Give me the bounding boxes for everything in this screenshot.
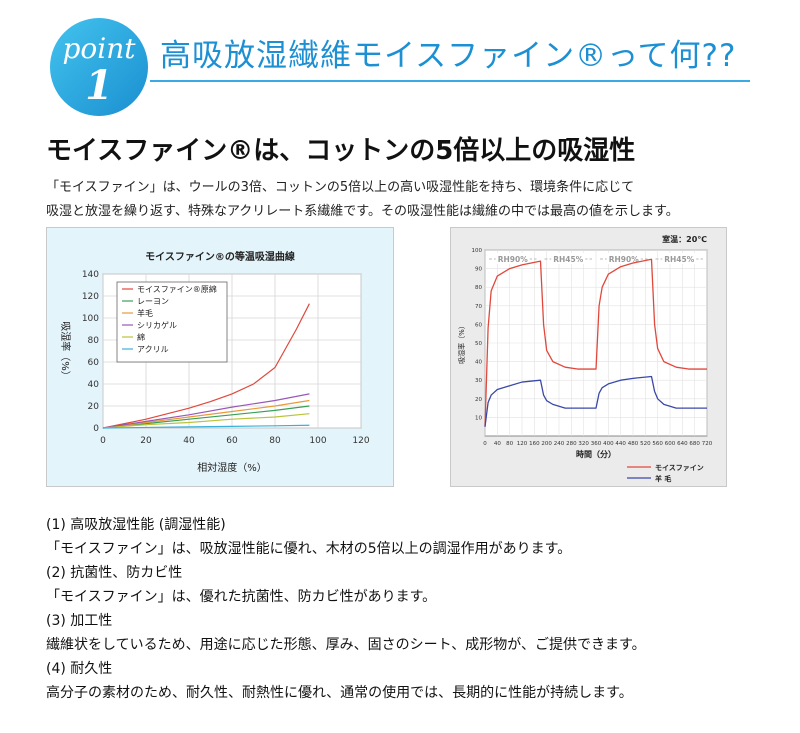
badge-word: point <box>62 32 136 65</box>
y-tick-label: 10 <box>475 415 482 421</box>
x-axis-label: 相対湿度（%） <box>197 461 267 474</box>
legend-label: 綿 <box>137 332 145 342</box>
x-tick-label: 320 <box>578 441 589 447</box>
page-title: 高吸放湿繊維モイスファイン®って何?? <box>160 38 737 74</box>
x-tick-label: 400 <box>603 441 614 447</box>
feature-2-heading: (2) 抗菌性、防カビ性 <box>46 565 183 581</box>
feature-3-body: 繊維状をしているため、用途に応じた形態、厚み、固さのシート、成形物が、ご提供でき… <box>46 637 646 653</box>
phase-label: RH45% <box>664 255 694 264</box>
y-tick-label: 80 <box>475 285 482 291</box>
x-tick-label: 160 <box>529 441 540 447</box>
y-tick-label: 20 <box>88 402 100 412</box>
feature-3-heading: (3) 加工性 <box>46 613 113 629</box>
y-tick-label: 60 <box>88 358 100 368</box>
series-line <box>484 375 707 427</box>
x-tick-label: 20 <box>140 436 152 446</box>
x-tick-label: 0 <box>100 436 106 446</box>
legend-label: 羊 毛 <box>655 474 671 483</box>
feature-4-body: 高分子の素材のため、耐久性、耐熱性に優れ、通常の使用では、長期的に性能が持続しま… <box>46 685 633 701</box>
series-line <box>102 424 310 429</box>
x-tick-label: 240 <box>554 441 565 447</box>
legend-label: レーヨン <box>137 297 169 306</box>
x-tick-label: 640 <box>677 441 688 447</box>
feature-1-heading: (1) 高吸放湿性能 (調湿性能) <box>46 517 226 533</box>
x-tick-label: 120 <box>352 436 369 446</box>
legend-label: アクリル <box>137 345 169 354</box>
x-axis-label: 時間（分） <box>576 449 616 459</box>
feature-1-body: 「モイスファイン」は、吸放湿性能に優れ、木材の5倍以上の調湿作用があります。 <box>46 541 572 557</box>
x-tick-label: 40 <box>183 436 195 446</box>
series-line <box>102 399 310 429</box>
x-tick-label: 120 <box>517 441 528 447</box>
y-tick-label: 60 <box>475 322 482 328</box>
y-tick-label: 80 <box>88 336 100 346</box>
isotherm-chart-panel: モイスファイン®の等温吸湿曲線 0 20 40 60 80 100 120 0 20 40 60 80 1… <box>46 227 394 487</box>
intro-line-2: 吸湿と放湿を繰り返す、特殊なアクリレート系繊維です。その吸湿性能は繊維の中では最… <box>46 204 679 219</box>
series-line <box>102 405 310 429</box>
isotherm-chart: モイスファイン®の等温吸湿曲線 0 20 40 60 80 100 120 0 20 40 60 80 1… <box>47 228 393 486</box>
legend-box <box>116 281 228 363</box>
chart-title: モイスファイン®の等温吸湿曲線 <box>145 250 295 263</box>
y-tick-label: 40 <box>88 380 100 390</box>
series-line <box>102 393 310 429</box>
x-tick-label: 0 <box>483 441 487 447</box>
phase-label: RH90% <box>609 255 639 264</box>
series-line <box>484 258 707 427</box>
x-tick-label: 280 <box>566 441 577 447</box>
x-tick-label: 360 <box>591 441 602 447</box>
point-badge: point 1 <box>50 18 148 116</box>
y-tick-label: 120 <box>82 292 99 302</box>
x-tick-label: 80 <box>506 441 513 447</box>
x-tick-label: 80 <box>269 436 281 446</box>
feature-4-heading: (4) 耐久性 <box>46 661 113 677</box>
phase-label: RH45% <box>553 255 583 264</box>
legend-label: 羊毛 <box>137 308 153 318</box>
x-tick-label: 680 <box>689 441 700 447</box>
y-tick-label: 140 <box>82 270 99 280</box>
x-tick-label: 200 <box>541 441 552 447</box>
x-tick-label: 560 <box>652 441 663 447</box>
series-line <box>102 303 310 429</box>
legend-label: シリカゲル <box>137 320 177 330</box>
x-tick-label: 600 <box>665 441 676 447</box>
phase-label-bg <box>495 253 530 264</box>
badge-number: 1 <box>85 62 113 109</box>
x-tick-label: 40 <box>494 441 501 447</box>
y-axis-label: 吸湿率（%） <box>59 321 72 381</box>
time-chart: 室温：20℃ 0 40 80 120 160 200 240 280 320 360 400 440 48… <box>451 228 726 486</box>
y-tick-label: 70 <box>475 304 482 310</box>
chart-note: 室温：20℃ <box>662 234 707 244</box>
legend-label: モイスファイン <box>655 464 704 472</box>
phase-label-bg <box>551 253 586 264</box>
x-tick-label: 440 <box>615 441 626 447</box>
x-tick-label: 480 <box>628 441 639 447</box>
y-axis-label: 吸湿率（%） <box>457 322 466 364</box>
y-tick-label: 50 <box>475 341 482 347</box>
y-tick-label: 90 <box>475 267 482 273</box>
phase-label-bg <box>662 253 697 264</box>
y-tick-label: 20 <box>475 397 482 403</box>
x-tick-label: 60 <box>226 436 238 446</box>
legend-label: モイスファイン®原綿 <box>137 284 217 294</box>
intro-line-1: 「モイスファイン」は、ウールの3倍、コットンの5倍以上の高い吸湿性能を持ち、環境… <box>46 180 635 195</box>
x-tick-label: 100 <box>309 436 326 446</box>
y-tick-label: 100 <box>472 248 483 254</box>
section-subtitle: モイスファイン®は、コットンの5倍以上の吸湿性 <box>46 136 636 166</box>
phase-label: RH90% <box>498 255 528 264</box>
y-tick-label: 30 <box>475 378 482 384</box>
phase-label-bg <box>606 253 641 264</box>
x-tick-label: 520 <box>640 441 651 447</box>
feature-2-body: 「モイスファイン」は、優れた抗菌性、防カビ性があります。 <box>46 589 437 605</box>
y-tick-label: 0 <box>93 424 99 434</box>
y-tick-label: 100 <box>82 314 99 324</box>
series-line <box>102 413 310 429</box>
time-chart-panel: 室温：20℃ 0 40 80 120 160 200 240 280 320 360 400 440 48… <box>450 227 727 487</box>
title-underline <box>150 80 750 82</box>
y-tick-label: 40 <box>475 360 482 366</box>
x-tick-label: 720 <box>702 441 713 447</box>
